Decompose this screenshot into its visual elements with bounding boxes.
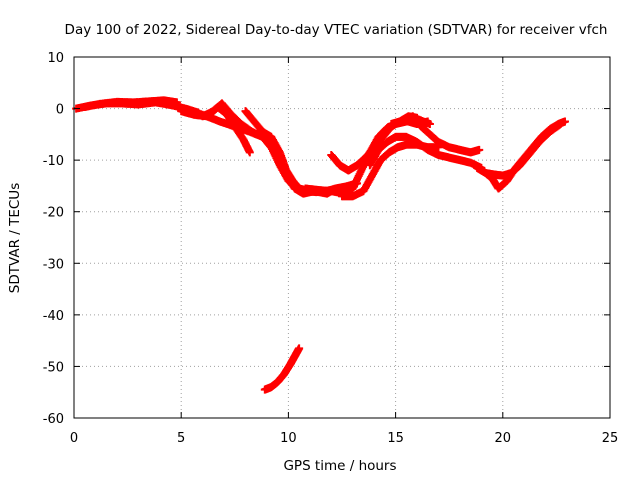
data-point xyxy=(560,117,569,126)
x-tick-label: 5 xyxy=(177,431,185,446)
y-axis-label: SDTVAR / TECUs xyxy=(7,183,23,293)
plot-frame xyxy=(73,56,611,419)
y-tick-label: -30 xyxy=(43,257,64,272)
y-tick-label: 10 xyxy=(47,51,64,66)
x-tick-label: 20 xyxy=(495,431,512,446)
series-sat-j xyxy=(365,132,486,172)
x-axis-label: GPS time / hours xyxy=(283,458,396,474)
x-tick-label: 10 xyxy=(280,431,297,446)
data-point xyxy=(295,344,304,353)
y-tick-label: -50 xyxy=(43,360,64,375)
series-sat-l xyxy=(387,117,432,129)
data-point xyxy=(172,98,181,107)
series-sat-b xyxy=(80,96,181,112)
y-tick-label: -10 xyxy=(43,154,64,169)
x-tick-label: 25 xyxy=(602,431,619,446)
x-tick-label: 0 xyxy=(70,431,78,446)
y-tick-label: -60 xyxy=(43,412,64,427)
series-sat-o xyxy=(260,344,304,394)
x-tick-label: 15 xyxy=(387,431,404,446)
data-point xyxy=(245,148,254,157)
y-tick-label: 0 xyxy=(56,103,64,118)
y-tick-label: -40 xyxy=(43,309,64,324)
axis-ticks: 0 5 10 15 20 25 10 0 -10 -20 -30 -40 -50 -60 xyxy=(43,51,619,446)
data-point xyxy=(423,117,432,126)
series-sat-f xyxy=(241,107,362,197)
chart-title: Day 100 of 2022, Sidereal Day-to-day VTE… xyxy=(65,22,608,38)
data-point xyxy=(475,145,484,154)
data-series xyxy=(72,96,569,394)
y-tick-label: -20 xyxy=(43,206,64,221)
series-sat-n xyxy=(481,120,565,180)
data-point xyxy=(556,120,565,129)
grid-lines xyxy=(74,57,610,418)
series-sat-e xyxy=(187,107,331,197)
